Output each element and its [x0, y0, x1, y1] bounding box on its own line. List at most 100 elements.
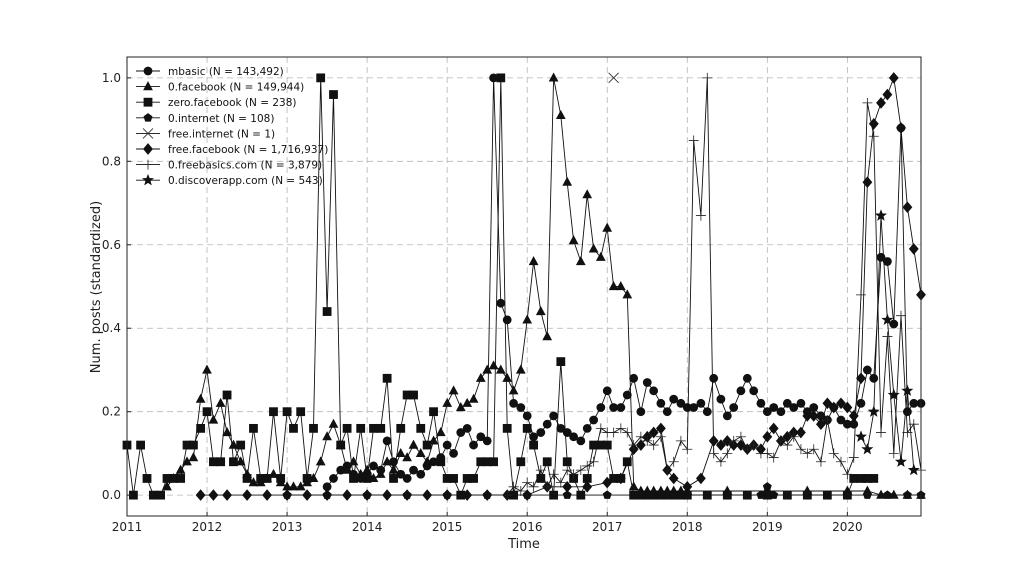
- data-point-zero-facebook: [742, 490, 752, 500]
- data-point-0-facebook: [888, 489, 899, 499]
- data-point-0-facebook: [622, 289, 633, 299]
- data-point-zero-facebook: [556, 357, 566, 367]
- data-point-zero-facebook: [289, 423, 298, 433]
- data-point-free-facebook: [888, 72, 899, 84]
- data-point-0-freebasics-com: [762, 448, 773, 459]
- x-tick-label: 2013: [272, 520, 303, 534]
- data-point-0-facebook: [228, 439, 239, 449]
- data-point-free-facebook: [635, 439, 646, 451]
- data-point-0-freebasics-com: [768, 452, 779, 463]
- data-point-free-facebook: [208, 489, 219, 501]
- data-point-zero-facebook: [276, 474, 286, 483]
- data-point-0-freebasics-com: [562, 465, 573, 476]
- data-point-mbasic: [669, 394, 679, 404]
- data-point-0-facebook: [415, 447, 426, 458]
- data-point-free-facebook: [668, 472, 679, 485]
- data-point-0-discoverapp-com: [854, 430, 867, 442]
- x-axis-label: Time: [507, 537, 540, 552]
- legend-entry-mbasic: mbasic (N = 143,492): [168, 66, 284, 78]
- data-point-0-facebook: [435, 427, 446, 437]
- data-point-free-facebook: [682, 480, 693, 493]
- data-point-0-freebasics-com: [848, 452, 859, 463]
- y-tick-label: 1.0: [102, 71, 121, 85]
- data-point-zero-facebook: [536, 474, 546, 483]
- data-point-mbasic: [636, 407, 646, 417]
- data-point-0-facebook: [442, 397, 453, 407]
- data-point-free-facebook: [795, 426, 806, 439]
- data-point-0-discoverapp-com: [907, 463, 920, 476]
- series-markers: [122, 72, 926, 501]
- data-point-free-facebook: [815, 418, 826, 431]
- legend-entry-free-internet: free.internet (N = 1): [168, 128, 275, 140]
- data-point-zero-facebook: [349, 474, 358, 483]
- data-point-0-facebook: [562, 176, 573, 186]
- data-point-mbasic: [509, 398, 518, 408]
- data-point-zero-facebook: [869, 474, 879, 483]
- data-point-free-facebook: [768, 422, 779, 435]
- data-point-mbasic: [676, 398, 686, 408]
- data-point-free-facebook: [822, 397, 833, 410]
- data-point-zero-facebook: [589, 440, 599, 450]
- data-point-zero-facebook: [149, 490, 158, 500]
- data-point-0-freebasics-com: [782, 440, 793, 451]
- x-tick-label: 2019: [752, 520, 783, 534]
- data-point-0-facebook: [508, 385, 519, 395]
- data-point-mbasic: [529, 432, 539, 442]
- data-point-0-facebook: [522, 314, 533, 324]
- data-point-0-facebook: [595, 251, 606, 261]
- data-point-0-freebasics-com: [715, 456, 726, 467]
- data-point-0-freebasics-com: [608, 427, 619, 438]
- data-point-0-freebasics-com: [822, 415, 833, 426]
- data-point-0-freebasics-com: [682, 444, 693, 455]
- data-point-0-discoverapp-com: [901, 384, 914, 396]
- data-point-mbasic: [502, 315, 512, 325]
- data-point-0-freebasics-com: [535, 465, 546, 476]
- y-tick-label: 0.0: [102, 488, 121, 502]
- legend-entry-0-discoverapp-com: 0.discoverapp.com (N = 543): [168, 175, 323, 187]
- data-point-zero-facebook: [382, 373, 392, 383]
- legend-marker-0-discoverapp-com: [142, 173, 154, 186]
- data-point-free-facebook: [222, 489, 233, 501]
- data-point-mbasic: [689, 403, 699, 412]
- data-point-mbasic: [862, 365, 872, 375]
- data-point-0-facebook: [382, 456, 392, 466]
- data-point-0-freebasics-com: [655, 431, 666, 442]
- data-point-zero-facebook: [529, 440, 539, 450]
- data-point-free-facebook: [802, 410, 813, 422]
- x-tick-label: 2011: [112, 520, 143, 534]
- data-point-mbasic: [622, 390, 632, 400]
- data-point-free-facebook: [848, 410, 859, 422]
- data-point-zero-facebook: [356, 423, 366, 433]
- data-point-free-facebook: [402, 489, 413, 501]
- data-point-mbasic: [416, 469, 426, 479]
- data-point-free-facebook: [648, 426, 659, 439]
- data-point-0-freebasics-com: [508, 481, 519, 492]
- data-point-0-freebasics-com: [695, 210, 706, 221]
- data-point-mbasic: [709, 373, 719, 383]
- data-point-free-facebook: [302, 489, 313, 501]
- data-point-zero-facebook: [156, 490, 166, 500]
- data-point-zero-facebook: [216, 457, 226, 467]
- data-point-0-discoverapp-com: [874, 209, 887, 221]
- data-point-zero-facebook: [702, 490, 712, 500]
- legend-marker-free-facebook: [143, 143, 153, 155]
- data-point-zero-facebook: [242, 474, 252, 483]
- data-point-0-internet: [769, 490, 779, 499]
- data-point-mbasic: [722, 411, 732, 421]
- data-point-0-facebook: [615, 281, 626, 291]
- data-point-mbasic: [909, 398, 919, 408]
- data-point-0-facebook: [475, 372, 486, 382]
- data-point-zero-facebook: [602, 440, 612, 450]
- data-point-0-freebasics-com: [795, 444, 806, 455]
- data-point-0-facebook: [215, 397, 226, 407]
- legend-marker-mbasic: [143, 66, 153, 76]
- data-point-0-facebook: [288, 481, 299, 491]
- data-point-zero-facebook: [196, 423, 206, 433]
- y-tick-label: 0.4: [102, 321, 121, 335]
- legend-entry-0-internet: 0.internet (N = 108): [168, 113, 274, 125]
- data-point-mbasic: [576, 436, 586, 446]
- data-point-mbasic: [556, 423, 566, 433]
- data-point-0-facebook: [515, 364, 526, 374]
- data-point-zero-facebook: [329, 90, 338, 99]
- data-point-zero-facebook: [422, 440, 432, 450]
